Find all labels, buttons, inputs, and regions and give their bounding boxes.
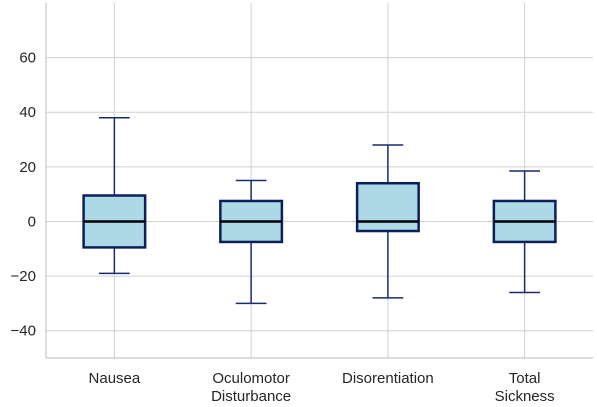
x-category-label: Total Sickness [495, 370, 555, 405]
y-tick-label: 0 [28, 213, 36, 230]
x-category-label: Oculomotor Disturbance [211, 370, 291, 405]
box-group [492, 170, 557, 294]
y-tick-label: −20 [11, 268, 36, 285]
y-tick-label: −40 [11, 323, 36, 340]
x-category-label-line: Sickness [495, 388, 555, 405]
x-category-label-line: Disturbance [211, 388, 291, 405]
box-layer [82, 116, 557, 305]
y-tick-label: 40 [19, 104, 36, 121]
box-group [82, 116, 147, 275]
x-category-label-line: Nausea [89, 370, 141, 387]
x-category-label: Nausea [89, 370, 141, 387]
axis-layer [45, 3, 593, 359]
y-tick-label: 20 [19, 159, 36, 176]
box-iqr [355, 181, 420, 233]
label-layer: −40 −20 0 20 40 60 Nausea Oculomotor Disturbance… [11, 50, 555, 405]
x-category-label-line: Oculomotor [212, 370, 290, 387]
x-category-label-line: Disorentiation [342, 370, 434, 387]
grid-layer [46, 3, 593, 358]
box-group [219, 179, 284, 305]
y-tick-label: 60 [19, 50, 36, 67]
x-category-label-line: Total [509, 370, 541, 387]
x-category-label: Disorentiation [342, 370, 434, 387]
box-group [355, 144, 420, 299]
